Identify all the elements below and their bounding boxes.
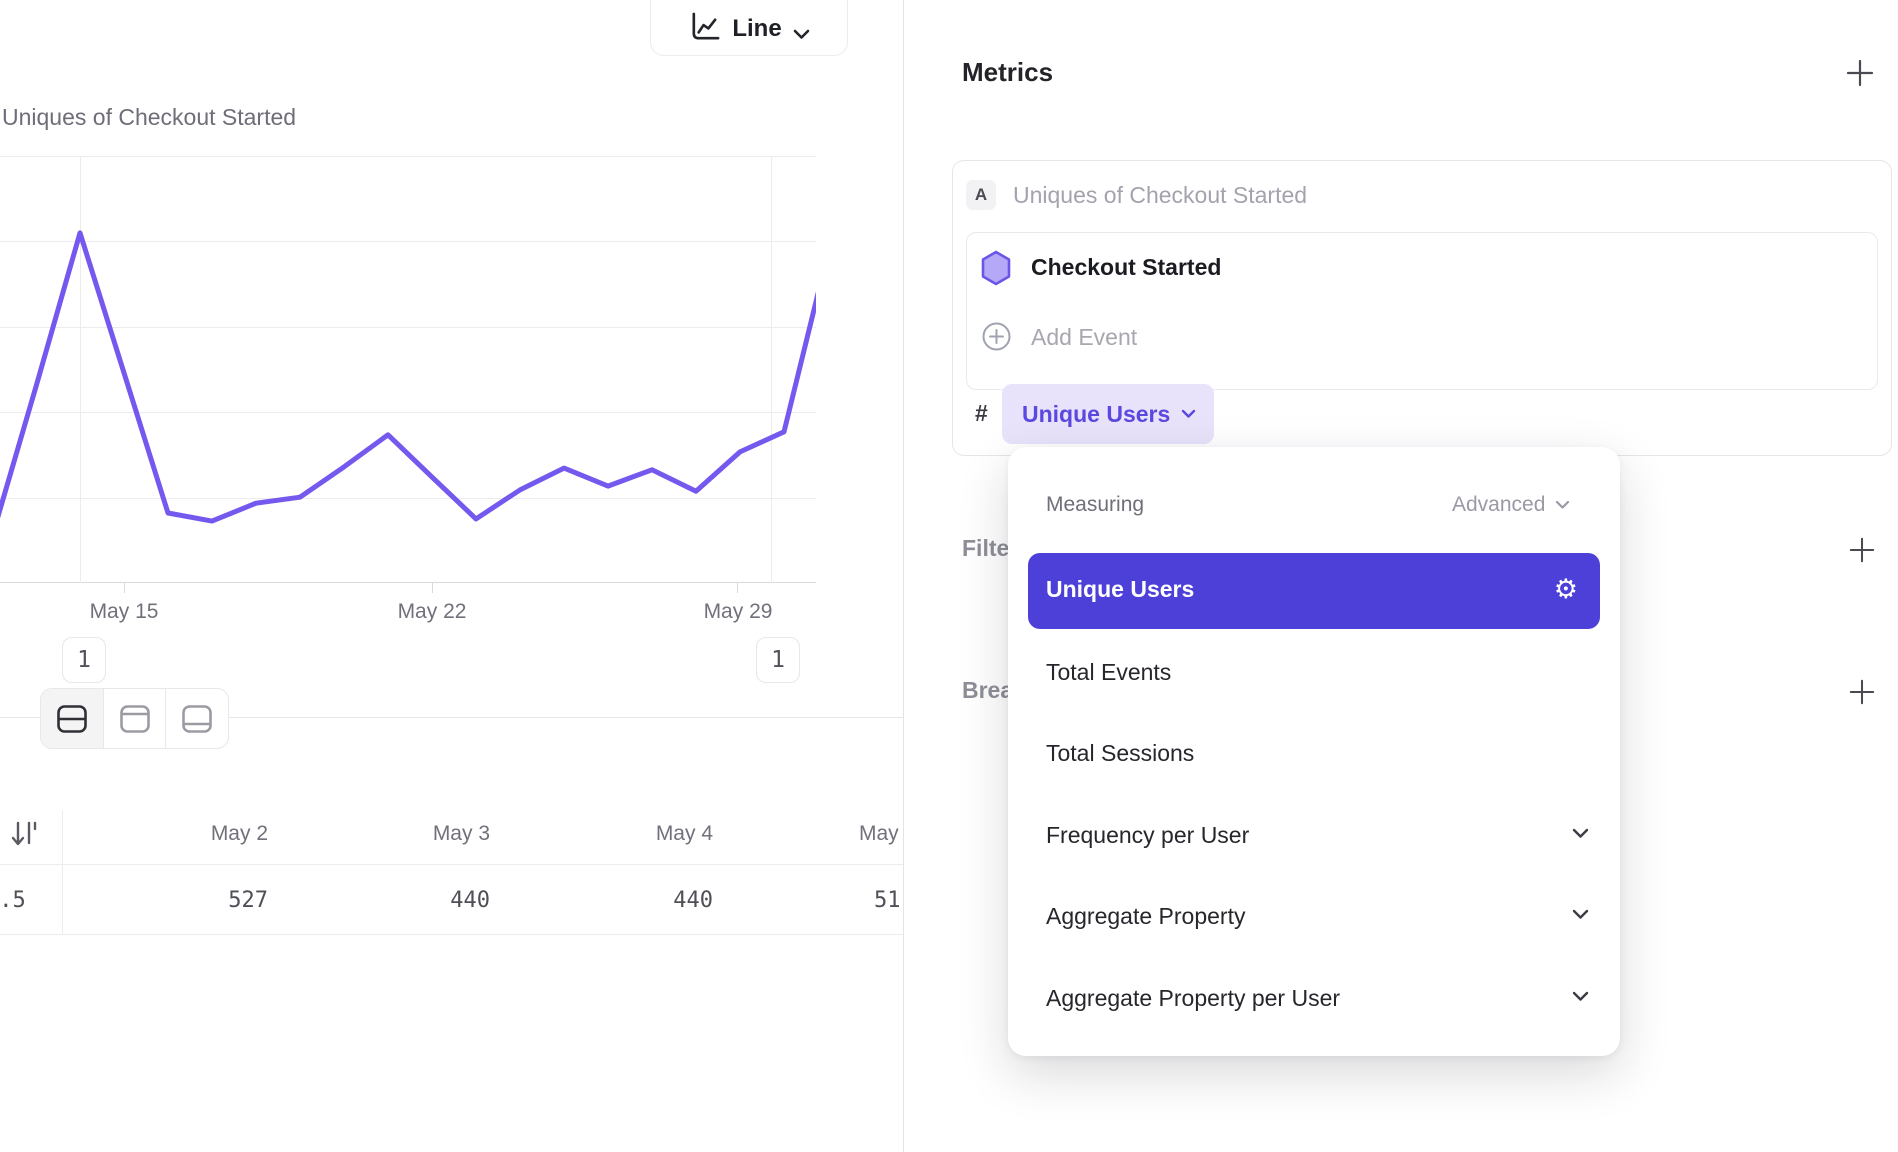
x-axis-line xyxy=(0,582,816,583)
menu-item-total-sessions[interactable]: Total Sessions xyxy=(1046,740,1195,766)
menu-item-frequency-per-user[interactable]: Frequency per User xyxy=(1046,822,1250,848)
gridline xyxy=(771,156,772,583)
menu-item-unique-users[interactable]: Unique Users ⚙ xyxy=(1028,553,1600,629)
table-column-border xyxy=(62,810,63,935)
table-cell: 440 xyxy=(450,888,490,913)
measuring-header: Measuring xyxy=(1046,493,1145,516)
table-cell: 0.5 xyxy=(0,888,26,913)
aggregation-chip[interactable]: Unique Users xyxy=(1002,384,1215,444)
metrics-section-title: Metrics xyxy=(962,57,1054,87)
add-event-icon[interactable] xyxy=(981,321,1012,352)
table-header-cell[interactable]: May 3 xyxy=(432,822,490,845)
gridline xyxy=(0,412,816,413)
numeric-symbol: # xyxy=(975,400,988,426)
annotation-badge[interactable]: 1 xyxy=(756,637,800,683)
annotation-badge[interactable]: 1 xyxy=(62,637,106,683)
gridline xyxy=(0,327,816,328)
gridline xyxy=(0,241,816,242)
add-event-button[interactable]: Add Event xyxy=(1031,324,1138,350)
gridline xyxy=(0,498,816,499)
table-header-cell[interactable]: May 2 xyxy=(210,822,268,845)
menu-item-label: Unique Users xyxy=(1046,576,1195,602)
chart-line xyxy=(0,230,816,524)
gear-icon[interactable]: ⚙ xyxy=(1553,574,1578,605)
chart-panel: Line Uniques of Checkout Started May 15 … xyxy=(0,0,903,1152)
x-axis-label: May 15 xyxy=(89,600,159,623)
axis-tick xyxy=(432,583,433,593)
table-cell: 440 xyxy=(673,888,713,913)
chart-type-label: Line xyxy=(732,15,782,42)
chart-svg xyxy=(0,230,816,524)
layout-chart-only-button[interactable] xyxy=(102,689,166,748)
panel-divider xyxy=(903,0,904,1152)
event-card xyxy=(966,232,1878,390)
menu-item-aggregate-property-per-user[interactable]: Aggregate Property per User xyxy=(1046,985,1341,1011)
chevron-down-icon xyxy=(1572,991,1589,1002)
add-filter-button[interactable] xyxy=(1848,536,1878,566)
sort-icon[interactable] xyxy=(10,818,39,850)
metric-letter-badge: A xyxy=(966,180,996,210)
chevron-down-icon xyxy=(793,29,810,40)
table-header-cell[interactable]: May xyxy=(859,822,899,845)
aggregation-label: Unique Users xyxy=(1022,400,1171,427)
layout-toggle xyxy=(40,688,229,749)
table-header-border xyxy=(0,864,903,865)
chevron-down-icon xyxy=(1556,500,1570,509)
line-chart-icon xyxy=(688,11,721,44)
line-chart-plot xyxy=(0,156,816,583)
measuring-dropdown xyxy=(1008,447,1620,1056)
gridline xyxy=(0,156,816,157)
section-divider xyxy=(0,717,903,718)
menu-item-total-events[interactable]: Total Events xyxy=(1046,659,1172,685)
advanced-label: Advanced xyxy=(1452,493,1546,516)
event-hexagon-icon xyxy=(980,250,1012,286)
x-axis-label: May 29 xyxy=(703,600,773,623)
chart-type-button[interactable]: Line xyxy=(650,0,848,56)
chevron-down-icon xyxy=(1572,828,1589,839)
advanced-mode-button[interactable]: Advanced xyxy=(1452,493,1570,517)
chevron-down-icon xyxy=(1572,909,1589,920)
chart-title: Uniques of Checkout Started xyxy=(2,104,297,130)
gridline xyxy=(80,156,81,583)
event-name[interactable]: Checkout Started xyxy=(1031,254,1222,280)
chevron-down-icon xyxy=(1181,409,1196,419)
menu-item-aggregate-property[interactable]: Aggregate Property xyxy=(1046,903,1246,929)
table-header-cell[interactable]: May 4 xyxy=(655,822,713,845)
axis-tick xyxy=(124,583,125,593)
add-metric-button[interactable] xyxy=(1845,58,1875,88)
layout-table-only-button[interactable] xyxy=(165,689,228,748)
table-row-border xyxy=(0,934,903,935)
axis-tick xyxy=(737,583,738,593)
table-cell: 51 xyxy=(874,888,901,913)
layout-split-button[interactable] xyxy=(41,689,103,748)
table-cell: 527 xyxy=(228,888,268,913)
x-axis-label: May 22 xyxy=(397,600,467,623)
add-breakdown-button[interactable] xyxy=(1848,678,1878,708)
metric-name[interactable]: Uniques of Checkout Started xyxy=(1013,182,1308,208)
